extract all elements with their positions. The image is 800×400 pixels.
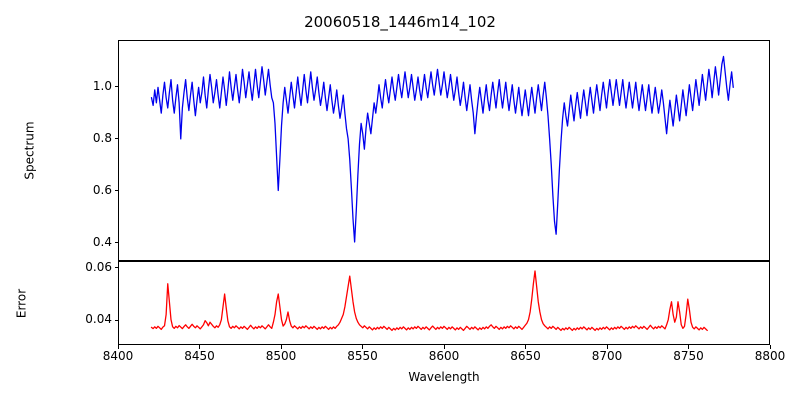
spectrum-plot-area — [150, 55, 734, 243]
spectrum-y-tick-label: 0.8 — [92, 130, 112, 145]
x-tick-mark — [117, 345, 119, 349]
x-tick-label: 8750 — [673, 349, 704, 363]
x-tick-label: 8450 — [184, 349, 215, 363]
x-tick-mark — [606, 345, 608, 349]
x-tick-mark — [443, 345, 445, 349]
x-tick-mark — [688, 345, 690, 349]
error-line — [150, 270, 708, 332]
spectrum-y-tick-mark — [114, 86, 118, 88]
error-axes — [118, 261, 770, 345]
x-tick-mark — [280, 345, 282, 349]
x-tick-label: 8700 — [591, 349, 623, 363]
x-tick-mark — [769, 345, 771, 349]
spectrum-y-tick-mark — [114, 190, 118, 192]
spectrum-line — [150, 55, 734, 243]
error-y-tick-mark — [114, 267, 118, 269]
spectrum-y-tick-label: 1.0 — [92, 78, 112, 93]
x-tick-mark — [199, 345, 201, 349]
error-y-axis-label: Error — [14, 288, 29, 319]
x-tick-label: 8650 — [510, 349, 541, 363]
error-plot-area — [150, 270, 708, 332]
x-tick-label: 8500 — [265, 349, 297, 363]
spectrum-y-tick-mark — [114, 242, 118, 244]
spectrum-axes — [118, 40, 770, 261]
spectrum-y-tick-label: 0.6 — [92, 182, 112, 197]
error-y-tick-mark — [114, 319, 118, 321]
figure-title: 20060518_1446m14_102 — [304, 13, 496, 31]
x-tick-mark — [525, 345, 527, 349]
x-tick-mark — [362, 345, 364, 349]
error-y-tick-label: 0.06 — [85, 259, 112, 274]
spectrum-y-axis-label: Spectrum — [22, 121, 37, 180]
spectrum-y-tick-mark — [114, 138, 118, 140]
x-tick-label: 8600 — [428, 349, 460, 363]
error-y-tick-label: 0.04 — [85, 312, 112, 327]
x-tick-label: 8800 — [754, 349, 786, 363]
x-tick-label: 8400 — [102, 349, 134, 363]
spectrum-y-tick-label: 0.4 — [92, 234, 112, 249]
x-tick-label: 8550 — [347, 349, 378, 363]
x-axis-label: Wavelength — [408, 370, 480, 384]
